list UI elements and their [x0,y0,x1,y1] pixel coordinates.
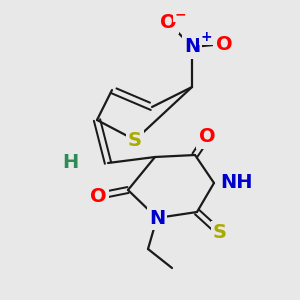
Text: O: O [90,187,106,206]
Text: −: − [174,7,186,21]
Text: NH: NH [220,173,253,193]
Text: N: N [184,38,200,56]
Text: H: H [62,154,78,172]
Text: S: S [128,130,142,149]
Text: S: S [213,224,227,242]
Text: O: O [216,34,232,53]
Text: +: + [200,30,212,44]
Text: O: O [199,128,215,146]
Text: O: O [160,13,176,32]
Text: N: N [149,208,165,227]
